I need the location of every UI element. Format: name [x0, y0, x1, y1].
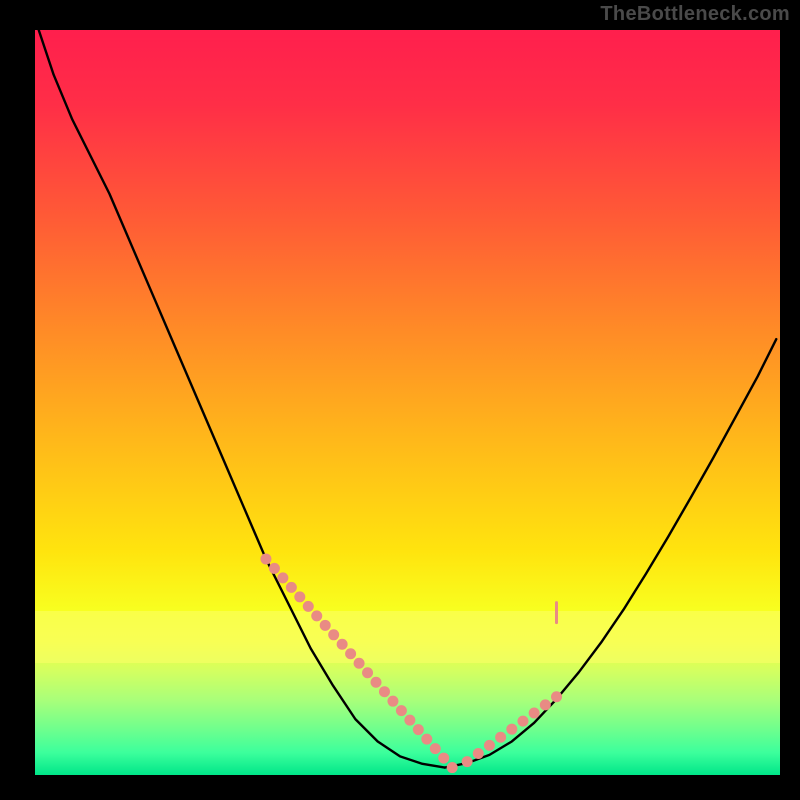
curve-marker	[303, 601, 314, 612]
curve-marker	[345, 648, 356, 659]
curve-marker	[495, 732, 506, 743]
curve-marker	[286, 582, 297, 593]
curve-marker	[371, 677, 382, 688]
curve-marker	[328, 629, 339, 640]
watermark-text: TheBottleneck.com	[600, 3, 790, 26]
curve-marker	[462, 756, 473, 767]
curve-marker	[396, 705, 407, 716]
curve-marker	[277, 572, 288, 583]
dotted-overlay-right	[462, 691, 562, 767]
curve-marker	[269, 563, 280, 574]
curve-marker	[294, 591, 305, 602]
curve-marker	[421, 734, 432, 745]
curve-marker	[337, 639, 348, 650]
curve-marker	[551, 691, 562, 702]
curve-marker	[379, 686, 390, 697]
curve-marker	[260, 553, 271, 564]
curve-marker	[430, 743, 441, 754]
right-curve	[445, 339, 777, 767]
dotted-overlay-left	[260, 553, 457, 773]
chart-container: TheBottleneck.com	[0, 0, 800, 800]
curve-marker	[540, 699, 551, 710]
curve-marker	[438, 753, 449, 764]
curve-marker	[320, 620, 331, 631]
bottleneck-curve	[35, 30, 780, 775]
curve-marker	[413, 724, 424, 735]
curve-marker	[473, 748, 484, 759]
curve-marker	[404, 715, 415, 726]
curve-marker	[354, 658, 365, 669]
curve-marker	[362, 667, 373, 678]
curve-marker	[529, 707, 540, 718]
curve-marker	[311, 610, 322, 621]
left-curve	[39, 30, 445, 768]
curve-marker	[387, 696, 398, 707]
curve-marker	[517, 716, 528, 727]
curve-marker	[484, 740, 495, 751]
curve-marker	[447, 762, 458, 773]
curve-marker	[506, 724, 517, 735]
plot-area	[35, 30, 780, 775]
